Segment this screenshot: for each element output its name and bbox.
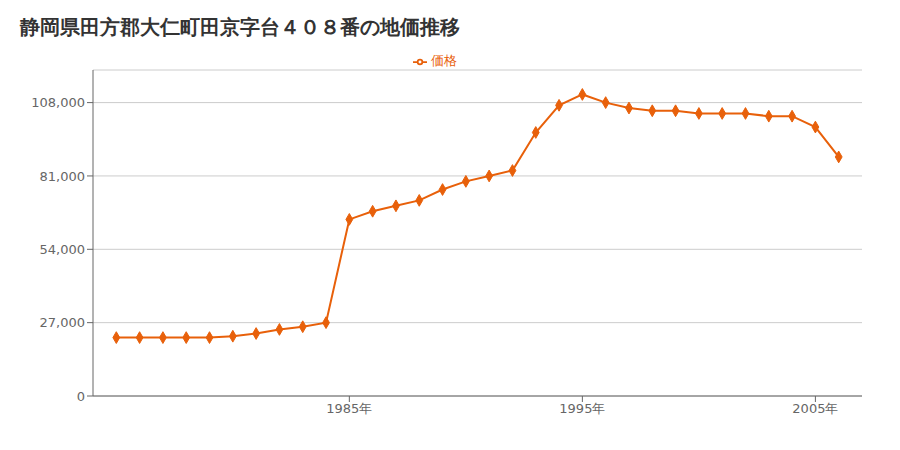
svg-text:54,000: 54,000	[40, 242, 86, 257]
html-text:価格: 価格	[431, 53, 457, 68]
html-text:静岡県田方郡大仁町田京字台４０８番の地価推移: 静岡県田方郡大仁町田京字台４０８番の地価推移	[20, 15, 460, 39]
svg-text:27,000: 27,000	[40, 315, 86, 330]
svg-text:2005年: 2005年	[792, 401, 838, 416]
svg-text:108,000: 108,000	[31, 95, 85, 110]
svg-text:0: 0	[77, 389, 85, 404]
svg-text:1995年: 1995年	[559, 401, 605, 416]
svg-text:1985年: 1985年	[326, 401, 372, 416]
svg-text:81,000: 81,000	[40, 169, 86, 184]
